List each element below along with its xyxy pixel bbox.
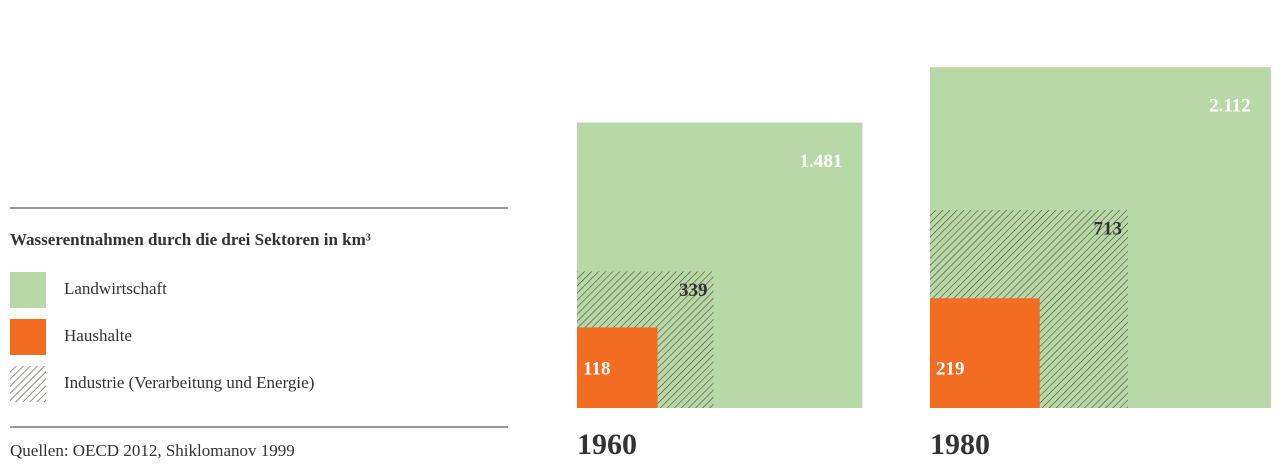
legend-label: Haushalte (64, 326, 132, 345)
value-label: 219 (936, 358, 965, 379)
value-label: 2.112 (1209, 96, 1251, 117)
legend-swatch (10, 319, 46, 355)
chart: Wasserentnahmen durch die drei Sektoren … (0, 0, 1281, 464)
chart-title: Wasserentnahmen durch die drei Sektoren … (10, 230, 371, 249)
legend-swatch (10, 272, 46, 308)
year-label: 1980 (930, 428, 990, 461)
value-label: 713 (1094, 218, 1123, 239)
value-label: 339 (679, 280, 708, 301)
legend-label: Landwirtschaft (64, 279, 167, 298)
value-label: 118 (583, 358, 610, 379)
legend-swatch (10, 366, 46, 402)
sector-square (930, 298, 1040, 408)
value-label: 1.481 (800, 151, 843, 172)
legend-label: Industrie (Verarbeitung und Energie) (64, 373, 314, 392)
source: Quellen: OECD 2012, Shiklomanov 1999 (10, 441, 295, 460)
year-label: 1960 (577, 428, 637, 461)
